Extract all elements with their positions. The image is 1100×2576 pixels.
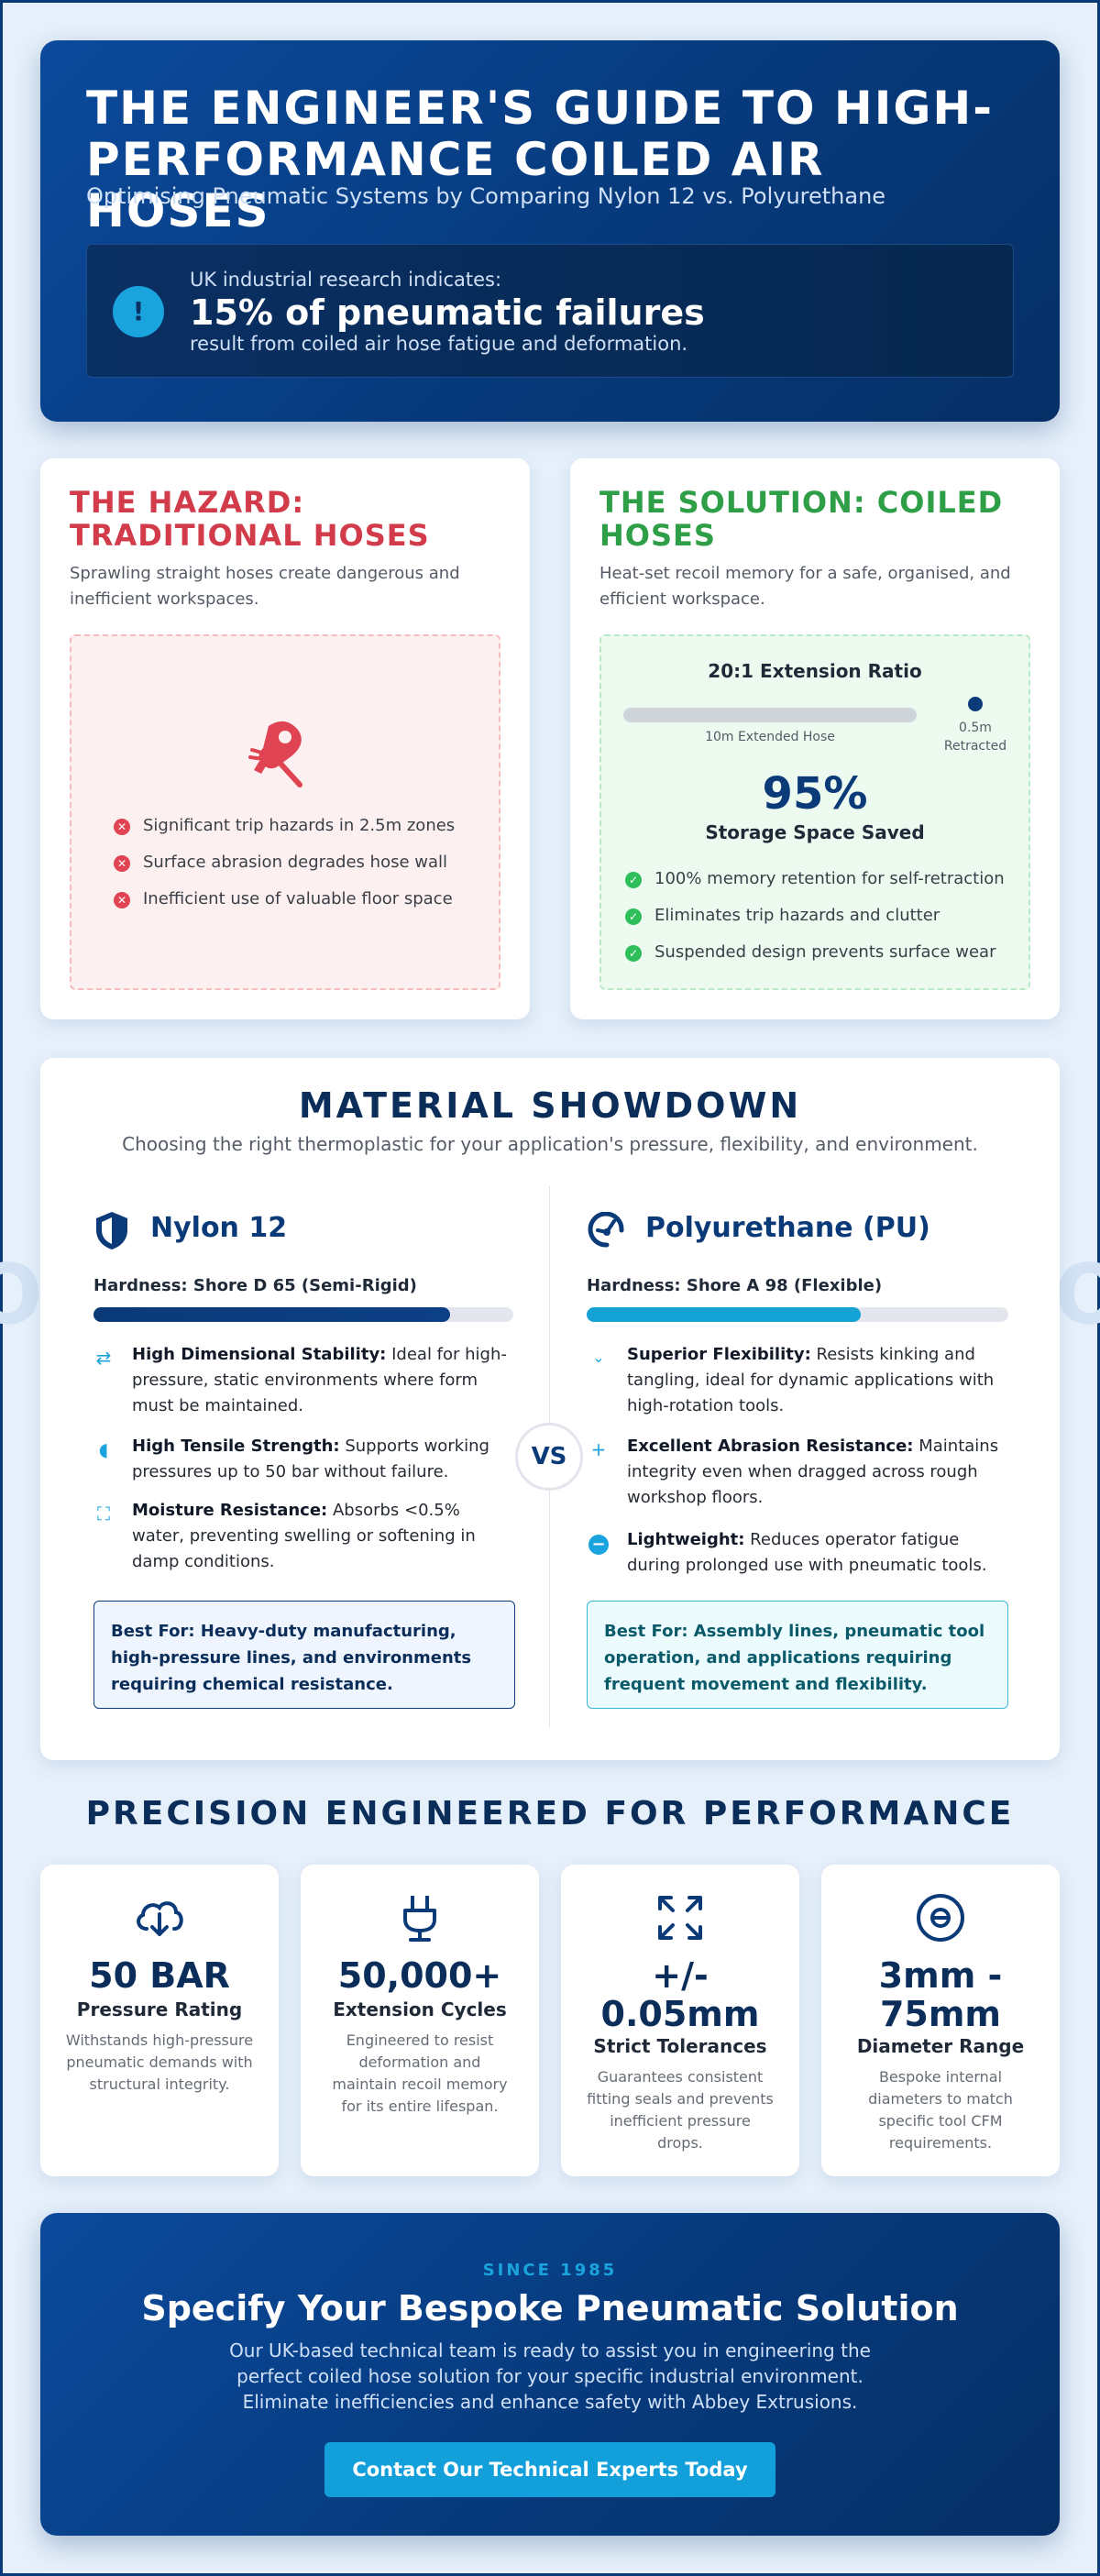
stat-label: Pressure Rating (76, 1998, 243, 2020)
nylon-feature: High Dimensional Stability: Ideal for hi… (132, 1345, 507, 1415)
pu-feature: Superior Flexibility: Resists kinking an… (627, 1345, 995, 1415)
material-title: Material Showdown (298, 1085, 802, 1126)
nylon-hardness-bar (94, 1307, 513, 1322)
check-circle-icon: ✓ (625, 908, 642, 925)
hero-banner: The Engineer's Guide to High-Performance… (40, 40, 1060, 422)
stat-card-cycles: 50,000+ Extension Cycles Engineered to r… (301, 1865, 539, 2176)
ratio-title: 20:1 Extension Ratio (708, 660, 922, 682)
stat-label: Extension Cycles (333, 1998, 507, 2020)
stat-value: 50,000+ (337, 1955, 502, 1996)
stat-lead: UK industrial research indicates: (190, 269, 502, 291)
failure-stat-box: ! UK industrial research indicates: 15% … (86, 244, 1014, 378)
moisture-icon: ⛶ (97, 1503, 110, 1525)
arrows-exchange-icon: ⇄ (95, 1347, 112, 1369)
alert-icon: ! (113, 286, 164, 337)
plus-icon: + (590, 1438, 607, 1460)
check-circle-icon: ✓ (625, 945, 642, 962)
nylon-hardness: Hardness: Shore D 65 (Semi-Rigid) (94, 1276, 417, 1295)
stat-desc: Withstands high-pressure pneumatic deman… (65, 2031, 254, 2093)
retracted-label: 0.5m Retracted (943, 721, 1007, 754)
solution-desc: Heat-set recoil memory for a safe, organ… (600, 564, 1011, 609)
performance-title: Precision Engineered for Performance (85, 1795, 1015, 1833)
vs-badge: VS (515, 1423, 583, 1491)
nylon-feature: High Tensile Strength: Supports working … (132, 1437, 490, 1481)
nylon-best-for: Best For: Heavy-duty manufacturing, high… (94, 1601, 515, 1709)
pu-feature: Lightweight: Reduces operator fatigue du… (627, 1530, 987, 1575)
nylon-heading: Nylon 12 (150, 1212, 288, 1244)
stat-tail: result from coiled air hose fatigue and … (190, 333, 688, 355)
minus-circle-icon: − (587, 1531, 610, 1555)
expand-arrows-icon (658, 1896, 702, 1940)
diameter-icon (917, 1894, 964, 1942)
x-circle-icon: ✕ (114, 892, 130, 908)
nylon-feature: Moisture Resistance: Absorbs <0.5% water… (132, 1501, 476, 1571)
page-title: The Engineer's Guide to High-Performance… (86, 82, 994, 237)
x-circle-icon: ✕ (114, 819, 130, 835)
nylon-hardness-fill (94, 1307, 451, 1322)
cta-body: Our UK-based technical team is ready to … (229, 2339, 871, 2413)
stat-value: +/- 0.05mm (600, 1955, 760, 2034)
x-circle-icon: ✕ (114, 855, 130, 872)
stat-value: 3mm - 75mm (878, 1955, 1003, 2034)
pu-hardness-fill (587, 1307, 861, 1322)
stat-card-diameter: 3mm - 75mm Diameter Range Bespoke intern… (821, 1865, 1060, 2176)
pu-best-for: Best For: Assembly lines, pneumatic tool… (587, 1601, 1008, 1709)
pu-hardness: Hardness: Shore A 98 (Flexible) (587, 1276, 883, 1295)
pu-hardness-bar (587, 1307, 1008, 1322)
hazard-card: The Hazard: Traditional Hoses Sprawling … (40, 458, 530, 1019)
contact-experts-button[interactable]: Contact Our Technical Experts Today (324, 2442, 776, 2497)
cloud-download-icon (137, 1901, 183, 1936)
solution-card: The Solution: Coiled Hoses Heat-set reco… (570, 458, 1060, 1019)
stat-desc: Guarantees consistent fitting seals and … (587, 2068, 774, 2152)
cta-kicker: SINCE 1985 (482, 2261, 618, 2280)
pu-heading: Polyurethane (PU) (645, 1212, 930, 1244)
stat-value: 50 BAR (89, 1955, 230, 1996)
hazard-panel: ✕ Significant trip hazards in 2.5m zones… (70, 634, 500, 990)
solution-panel: 20:1 Extension Ratio 10m Extended Hose 0… (600, 634, 1030, 990)
stat-card-tolerances: +/- 0.05mm Strict Tolerances Guarantees … (561, 1865, 799, 2176)
stat-desc: Bespoke internal diameters to match spec… (868, 2068, 1013, 2152)
shield-icon (96, 1212, 127, 1249)
stat-label: Diameter Range (856, 2035, 1025, 2057)
material-subtitle: Choosing the right thermoplastic for you… (122, 1133, 978, 1155)
hazard-desc: Sprawling straight hoses create dangerou… (70, 564, 460, 609)
stat-headline: 15% of pneumatic failures (190, 292, 705, 333)
storage-value: 95% (762, 768, 868, 820)
stat-desc: Engineered to resist deformation and mai… (332, 2031, 508, 2115)
cta-banner: SINCE 1985 Specify Your Bespoke Pneumati… (40, 2213, 1060, 2536)
broken-hose-icon (248, 721, 302, 787)
retracted-dot (968, 697, 983, 711)
solution-title: The Solution: Coiled Hoses (600, 485, 1004, 553)
hazard-title: The Hazard: Traditional Hoses (70, 485, 430, 553)
page-subtitle: Optimising Pneumatic Systems by Comparin… (86, 183, 886, 209)
cta-title: Specify Your Bespoke Pneumatic Solution (141, 2288, 959, 2328)
check-circle-icon: ✓ (625, 872, 642, 888)
material-showdown-card: Material Showdown Choosing the right the… (40, 1058, 1060, 1760)
storage-label: Storage Space Saved (705, 821, 925, 843)
recoil-icon (403, 1896, 436, 1942)
watermark-right: O (1054, 1247, 1100, 1343)
stat-card-pressure: 50 BAR Pressure Rating Withstands high-p… (40, 1865, 279, 2176)
stat-label: Strict Tolerances (593, 2035, 767, 2057)
flex-gauge-icon (588, 1212, 624, 1248)
extended-hose-bar (623, 708, 917, 722)
pu-feature: Excellent Abrasion Resistance: Maintains… (627, 1437, 999, 1507)
extended-label: 10m Extended Hose (705, 730, 835, 744)
tensile-icon: ◖ (98, 1438, 109, 1460)
chevron-down-icon: ⌄ (592, 1349, 605, 1366)
watermark-left: O (0, 1247, 43, 1343)
